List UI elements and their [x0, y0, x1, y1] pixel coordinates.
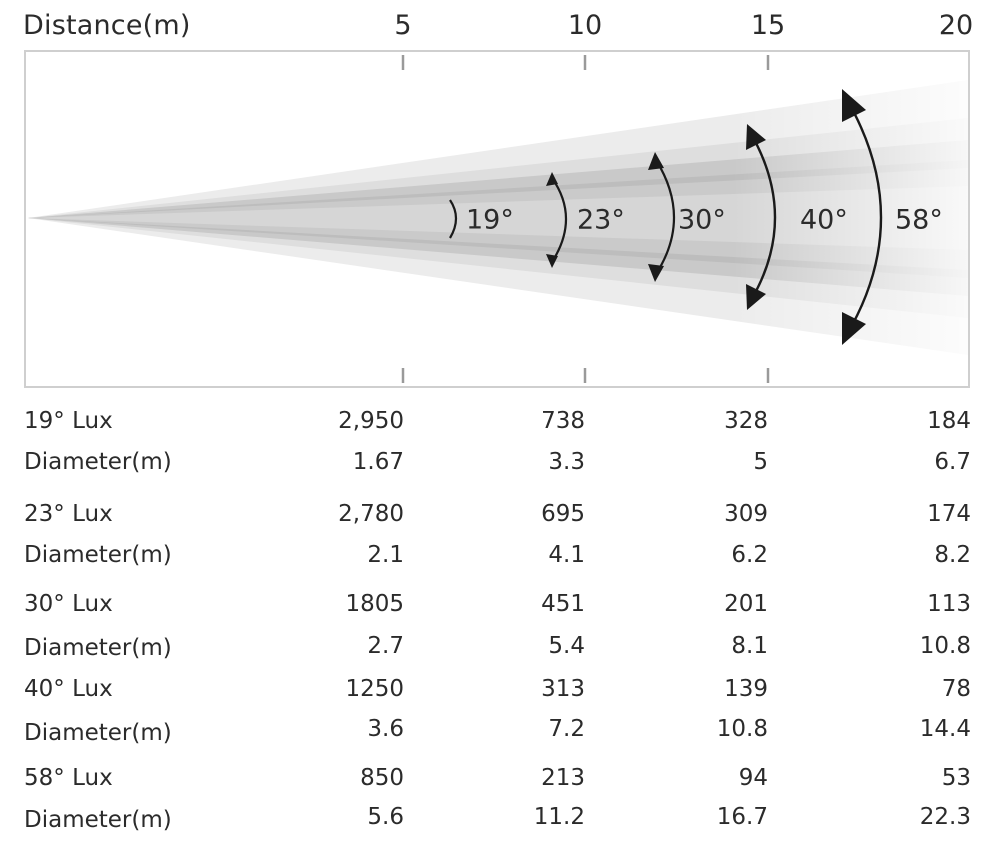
cell: 11.2	[533, 804, 585, 830]
tick-label-15m: 15	[750, 10, 786, 41]
cell: 1805	[345, 591, 404, 617]
cell: 7.2	[548, 716, 585, 742]
row-label: Diameter(m)	[24, 449, 172, 475]
cell: 850	[360, 765, 404, 791]
angle-label-30: 30°	[678, 204, 726, 236]
angle-label-19: 19°	[466, 204, 514, 236]
arc-40-icon	[748, 131, 777, 303]
row-label: 58° Lux	[24, 765, 113, 791]
cell: 5.6	[367, 804, 404, 830]
table-row-58-lux: 58° Lux 850 213 94 53	[0, 765, 1005, 795]
beam-frame	[24, 50, 970, 388]
cell: 16.7	[716, 804, 768, 830]
cell: 738	[541, 408, 585, 434]
cell: 6.2	[731, 542, 768, 568]
cell: 1250	[345, 676, 404, 702]
table-row-23-diameter: Diameter(m) 2.1 4.1 6.2 8.2	[0, 542, 1005, 572]
cell: 313	[541, 676, 585, 702]
distance-axis-title: Distance(m)	[23, 10, 191, 41]
row-label: Diameter(m)	[24, 542, 172, 568]
cell: 2.1	[367, 542, 404, 568]
table-row-40-diameter: Diameter(m) 3.6 7.2 10.8 14.4	[0, 716, 1005, 746]
row-label: Diameter(m)	[24, 807, 172, 833]
cell: 8.1	[731, 633, 768, 659]
cell: 1.67	[352, 449, 404, 475]
tick-label-10m: 10	[567, 10, 603, 41]
cell: 328	[724, 408, 768, 434]
table-row-58-diameter: Diameter(m) 5.6 11.2 16.7 22.3	[0, 804, 1005, 834]
cell: 10.8	[919, 633, 971, 659]
row-label: Diameter(m)	[24, 720, 172, 746]
cell: 2,780	[338, 501, 404, 527]
arc-23-icon	[551, 177, 568, 263]
arc-58-icon	[844, 97, 883, 337]
table-row-19-lux: 19° Lux 2,950 738 328 184	[0, 408, 1005, 438]
cell: 6.7	[934, 449, 971, 475]
cell: 5	[753, 449, 768, 475]
tick-label-5m: 5	[394, 10, 412, 41]
cell: 3.6	[367, 716, 404, 742]
cell: 8.2	[934, 542, 971, 568]
row-label: Diameter(m)	[24, 635, 172, 661]
cell: 2,950	[338, 408, 404, 434]
arc-19-icon	[449, 199, 458, 239]
cell: 309	[724, 501, 768, 527]
cell: 3.3	[548, 449, 585, 475]
arc-30-icon	[655, 159, 676, 275]
table-row-19-diameter: Diameter(m) 1.67 3.3 5 6.7	[0, 449, 1005, 479]
table-row-30-lux: 30° Lux 1805 451 201 113	[0, 591, 1005, 621]
cell: 14.4	[919, 716, 971, 742]
table-row-30-diameter: Diameter(m) 2.7 5.4 8.1 10.8	[0, 633, 1005, 663]
cell: 2.7	[367, 633, 404, 659]
cell: 113	[927, 591, 971, 617]
angle-label-23: 23°	[577, 204, 625, 236]
cell: 174	[927, 501, 971, 527]
row-label: 19° Lux	[24, 408, 113, 434]
cell: 53	[941, 765, 971, 791]
tick-label-20m: 20	[938, 10, 974, 41]
cell: 139	[724, 676, 768, 702]
cell: 201	[724, 591, 768, 617]
row-label: 23° Lux	[24, 501, 113, 527]
cell: 451	[541, 591, 585, 617]
cell: 213	[541, 765, 585, 791]
cell: 94	[738, 765, 768, 791]
table-row-23-lux: 23° Lux 2,780 695 309 174	[0, 501, 1005, 531]
table-row-40-lux: 40° Lux 1250 313 139 78	[0, 676, 1005, 706]
cell: 10.8	[716, 716, 768, 742]
cell: 4.1	[548, 542, 585, 568]
beam-angle-diagram	[28, 52, 968, 386]
angle-label-58: 58°	[895, 204, 943, 236]
cell: 5.4	[548, 633, 585, 659]
cell: 184	[927, 408, 971, 434]
cell: 78	[941, 676, 971, 702]
cell: 22.3	[919, 804, 971, 830]
cell: 695	[541, 501, 585, 527]
row-label: 30° Lux	[24, 591, 113, 617]
row-label: 40° Lux	[24, 676, 113, 702]
angle-label-40: 40°	[800, 204, 848, 236]
